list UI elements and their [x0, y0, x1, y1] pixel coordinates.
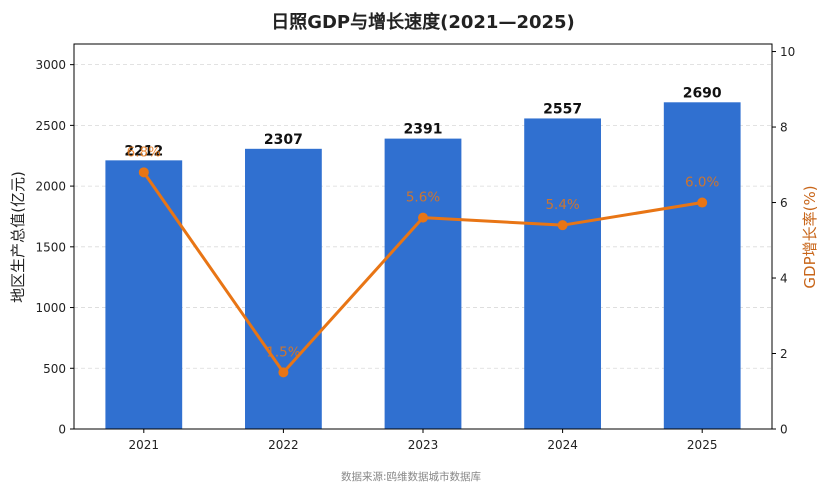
x-tick-label: 2024 [547, 438, 578, 452]
y2-tick-label: 4 [780, 272, 788, 286]
left-axis-ticks: 0 500 1000 1500 2000 2500 3000 [35, 58, 74, 437]
y2-tick-label: 6 [780, 196, 788, 210]
bar-value-label: 2307 [264, 132, 303, 148]
y2-tick-label: 0 [780, 423, 788, 437]
growth-point [138, 167, 149, 178]
growth-value-label: 5.4% [545, 197, 579, 213]
bar-value-labels: 2212 2307 2391 2557 2690 [124, 85, 722, 159]
growth-value-label: 5.6% [406, 190, 440, 206]
bar-value-label: 2212 [124, 143, 163, 159]
growth-value-label: 1.5% [266, 344, 300, 360]
y-tick-label: 1000 [35, 301, 66, 315]
gdp-bar [245, 148, 322, 429]
x-tick-label: 2025 [687, 438, 718, 452]
growth-value-label: 6.8% [127, 144, 161, 160]
y-axis-label: 地区生产总值(亿元) [9, 171, 27, 303]
chart-title: 日照GDP与增长速度(2021—2025) [271, 11, 575, 33]
y-tick-label: 2000 [35, 180, 66, 194]
y2-tick-label: 10 [780, 45, 795, 59]
source-note: 数据来源:鸥维数据城市数据库 [341, 470, 481, 483]
growth-point [418, 212, 428, 223]
y-tick-label: 2500 [35, 119, 66, 133]
growth-line-series: 6.8% 1.5% 5.6% 5.4% 6.0% [127, 144, 720, 378]
right-axis-ticks: 0 2 4 6 8 10 [772, 45, 795, 437]
x-axis-ticks: 2021 2022 2023 2024 2025 [129, 429, 718, 452]
y-tick-label: 0 [58, 423, 66, 437]
y2-axis-label: GDP增长率(%) [801, 185, 819, 288]
bar-value-label: 2391 [404, 122, 443, 138]
y2-tick-label: 2 [780, 347, 788, 361]
y-tick-label: 3000 [35, 58, 66, 72]
x-tick-label: 2022 [268, 438, 299, 452]
growth-point [557, 220, 568, 231]
growth-value-label: 6.0% [685, 175, 719, 191]
x-tick-label: 2023 [408, 438, 439, 452]
gdp-bar [663, 102, 741, 429]
bar-value-label: 2690 [683, 85, 722, 101]
y-tick-label: 500 [43, 362, 66, 376]
gdp-bar [384, 138, 462, 429]
growth-point [697, 197, 708, 208]
gdp-bar [524, 118, 601, 429]
y2-tick-label: 8 [780, 121, 788, 135]
gdp-bar [105, 160, 183, 429]
y-tick-label: 1500 [35, 240, 66, 254]
bar-value-label: 2557 [543, 101, 582, 117]
growth-point [278, 367, 289, 378]
x-tick-label: 2021 [129, 438, 160, 452]
bar-series [105, 102, 741, 429]
